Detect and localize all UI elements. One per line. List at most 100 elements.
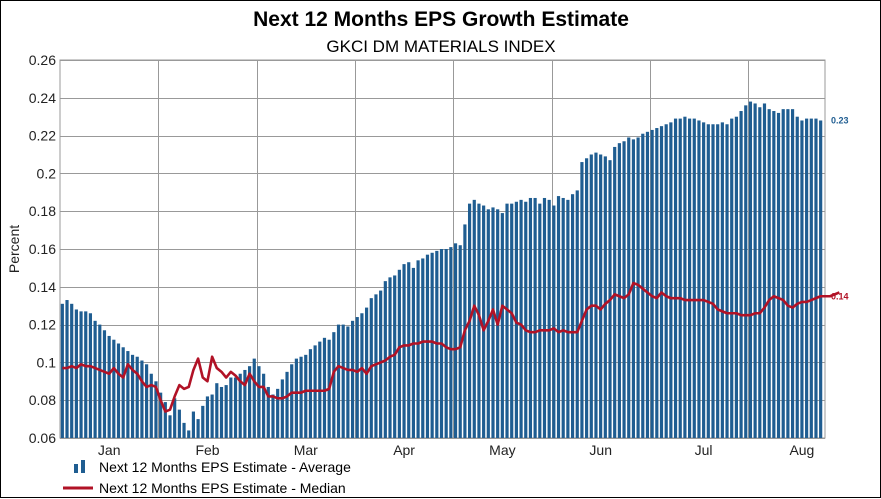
- legend-average-marker: [74, 460, 85, 473]
- average-bar: [622, 141, 626, 438]
- average-bar: [168, 415, 172, 438]
- average-bar: [453, 243, 458, 438]
- average-bar: [636, 137, 640, 439]
- average-bar: [659, 126, 664, 439]
- average-bar: [154, 381, 158, 438]
- median-line: [62, 281, 840, 413]
- average-bar: [308, 349, 313, 438]
- average-bar: [257, 366, 261, 438]
- y-tick-label: 0.24: [29, 90, 56, 106]
- average-bar: [566, 199, 570, 438]
- average-bar: [711, 124, 715, 438]
- legend-average-label: Next 12 Months EPS Estimate - Average: [99, 459, 351, 475]
- average-bar: [355, 317, 359, 438]
- average-bar: [603, 156, 607, 438]
- average-bar: [758, 107, 762, 438]
- average-bar: [491, 207, 495, 438]
- average-bar: [299, 356, 303, 438]
- average-bar: [627, 137, 631, 439]
- average-bar: [346, 326, 350, 438]
- average-bar: [421, 258, 425, 438]
- average-bar: [556, 196, 561, 438]
- average-bar: [93, 320, 97, 438]
- average-bar: [795, 116, 799, 438]
- average-bar: [304, 354, 308, 438]
- average-bar: [262, 373, 266, 438]
- average-bar: [411, 267, 415, 438]
- average-bar: [570, 194, 575, 438]
- chart-title: Next 12 Months EPS Growth Estimate: [253, 8, 629, 31]
- average-bar: [744, 105, 748, 439]
- average-bar: [444, 249, 448, 438]
- average-bar: [683, 116, 687, 438]
- average-bar: [580, 162, 584, 438]
- average-bar: [594, 152, 598, 439]
- average-bar: [102, 330, 107, 438]
- average-bar: [547, 199, 551, 438]
- average-bar: [449, 247, 453, 438]
- average-bar: [805, 118, 809, 438]
- average-bar: [790, 109, 795, 438]
- average-bar: [149, 373, 153, 438]
- average-bar: [201, 405, 205, 438]
- average-bar: [814, 118, 818, 438]
- average-bar: [229, 377, 233, 438]
- average-bar: [374, 294, 378, 438]
- x-tick-label: Mar: [294, 442, 318, 458]
- x-tick-label: Apr: [393, 442, 415, 458]
- y-tick-labels: 0.06 0.08 0.1 0.12 0.14 0.16 0.18 0.2 0.22 0.24 0.…: [29, 52, 56, 446]
- average-bar: [678, 118, 682, 438]
- average-bar: [205, 396, 210, 438]
- median-end-label: 0.14: [831, 291, 849, 301]
- x-tick-label: Feb: [195, 442, 219, 458]
- average-bar: [196, 419, 200, 438]
- average-bar: [322, 337, 327, 438]
- x-tick-labels: Jan Feb Mar Apr May Jun Jul Aug: [98, 442, 814, 458]
- average-bar: [650, 129, 654, 438]
- average-bar: [280, 379, 284, 438]
- average-bar: [252, 358, 256, 438]
- median-line-group: [62, 281, 840, 413]
- average-bar: [748, 101, 753, 438]
- average-bar: [116, 343, 121, 438]
- average-bar: [767, 109, 771, 438]
- y-tick-label: 0.1: [37, 354, 57, 370]
- average-bar: [706, 124, 710, 438]
- average-bar: [336, 324, 341, 438]
- average-bar: [135, 356, 139, 438]
- average-bar: [163, 402, 167, 438]
- average-bar: [266, 386, 270, 438]
- average-bar: [215, 383, 219, 438]
- average-bar: [697, 120, 701, 438]
- average-bar: [762, 103, 767, 438]
- average-bar: [60, 303, 64, 438]
- average-bar: [425, 254, 430, 438]
- y-tick-label: 0.2: [37, 165, 57, 181]
- average-bar: [533, 197, 537, 438]
- average-bar: [121, 347, 125, 438]
- average-bar: [538, 203, 542, 438]
- average-bar: [725, 124, 729, 438]
- average-bar: [505, 203, 509, 438]
- average-bar: [641, 133, 645, 438]
- average-bar: [130, 354, 135, 438]
- legend-median-label: Next 12 Months EPS Estimate - Median: [99, 480, 346, 496]
- average-bar: [692, 118, 696, 438]
- average-bar: [276, 388, 280, 438]
- average-bar: [800, 120, 804, 438]
- average-bar: [243, 369, 247, 438]
- average-bar: [458, 245, 462, 438]
- average-bar: [88, 313, 93, 438]
- average-bar: [613, 146, 617, 438]
- average-bar: [720, 122, 724, 439]
- y-tick-label: 0.06: [29, 430, 56, 446]
- average-bar: [589, 154, 593, 438]
- average-bar: [819, 120, 823, 438]
- average-bar: [294, 358, 298, 438]
- average-bar: [285, 371, 289, 438]
- average-bar: [655, 128, 659, 438]
- average-bar: [753, 103, 757, 438]
- average-bar: [332, 332, 336, 438]
- average-bar: [519, 199, 523, 438]
